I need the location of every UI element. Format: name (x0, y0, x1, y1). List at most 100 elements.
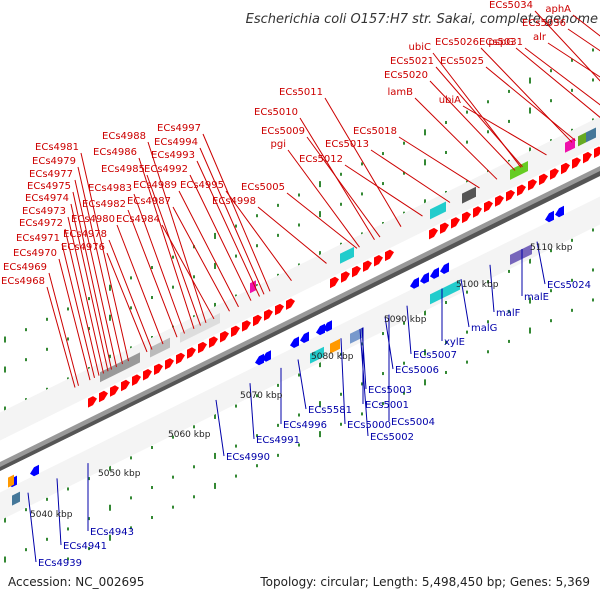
scale-tick (424, 309, 426, 316)
scale-tick (487, 100, 489, 104)
label-connector (172, 206, 230, 312)
scale-tick (445, 300, 447, 304)
scale-tick (235, 294, 237, 298)
label-connector (299, 117, 375, 241)
gene-label-forward: ECs4992 (144, 164, 188, 175)
scale-tick (277, 453, 279, 457)
scale-tick (529, 107, 531, 114)
label-connector (202, 133, 271, 292)
label-connector (297, 359, 307, 410)
scale-tick (214, 452, 216, 459)
gene-label-reverse: malE (524, 292, 549, 303)
scale-tick (340, 392, 342, 396)
accession-text: Accession: NC_002695 (8, 575, 144, 589)
label-connector (61, 243, 95, 379)
cog-gene-box (510, 244, 532, 265)
gene-label-forward: ECs4985 (101, 164, 145, 175)
forward-gene (286, 298, 295, 310)
scale-tick (109, 504, 111, 511)
gene-label-forward: ECs5010 (254, 107, 298, 118)
label-connector (460, 279, 470, 328)
gene-label-forward: ECs4979 (32, 156, 76, 167)
label-connector (67, 216, 104, 374)
gene-label-forward: ECs4974 (25, 193, 69, 204)
scale-tick (361, 382, 363, 386)
reverse-gene (262, 350, 271, 362)
reverse-gene (290, 336, 299, 348)
scale-tick (193, 465, 195, 469)
label-connector (146, 174, 201, 326)
gene-label-forward: pgi (271, 139, 286, 150)
cog-gene-box (462, 186, 476, 204)
reverse-gene (555, 205, 564, 218)
gene-label-forward: ECs4993 (151, 150, 195, 161)
label-connector (480, 47, 573, 143)
label-connector (215, 399, 225, 457)
forward-gene (220, 331, 229, 343)
label-connector (534, 10, 600, 82)
scale-tick (4, 556, 6, 563)
gene-label-forward: ECs4986 (93, 147, 137, 158)
scale-tick (277, 273, 279, 277)
scale-label: 5080 kbp (311, 352, 354, 362)
scale-tick (298, 193, 300, 197)
scale-tick (109, 534, 111, 541)
cog-gene-box (430, 201, 446, 220)
label-connector (324, 97, 402, 227)
label-connector (74, 179, 117, 368)
forward-gene (484, 200, 493, 213)
gene-label-forward: ECs4977 (29, 169, 73, 180)
label-connector (249, 383, 255, 440)
gene-label-forward: ECs4995 (180, 180, 224, 191)
scale-tick (67, 307, 69, 311)
gene-label-forward: ECs5012 (299, 154, 343, 165)
scale-tick (46, 537, 48, 541)
label-connector (27, 492, 37, 563)
scale-tick (571, 128, 573, 132)
scale-tick (172, 435, 174, 439)
scale-tick (403, 171, 405, 175)
scale-tick (550, 289, 552, 293)
scale-tick (529, 257, 531, 264)
genome-title: Escherichia coli O157:H7 str. Sakai, com… (246, 12, 598, 27)
cog-gene-box (340, 246, 354, 264)
forward-gene (385, 249, 394, 262)
gene-label-reverse: ECs4939 (38, 558, 82, 569)
scale-label: 5050 kbp (98, 469, 141, 479)
scale-tick (361, 412, 363, 416)
scale-tick (88, 327, 90, 331)
label-connector (432, 52, 522, 168)
label-connector (287, 149, 360, 248)
cog-gene-box (510, 161, 528, 180)
scale-tick (487, 280, 489, 284)
scale-tick (508, 269, 510, 273)
gene-label-forward: ubiC (409, 42, 431, 53)
scale-tick (172, 505, 174, 509)
label-connector (406, 305, 412, 355)
scale-tick (382, 372, 384, 376)
cog-gene-box (350, 327, 362, 344)
scale-tick (361, 342, 363, 346)
forward-gene (132, 374, 141, 386)
label-connector (306, 136, 381, 238)
cog-gene-box (250, 280, 256, 294)
label-connector (414, 97, 498, 180)
gene-label-reverse: malG (471, 323, 497, 334)
scale-tick (214, 302, 216, 309)
scale-tick (508, 339, 510, 343)
scale-tick (109, 354, 111, 361)
label-connector (70, 203, 109, 372)
scale-tick (424, 349, 426, 356)
gene-label-forward: ECs4982 (82, 199, 126, 210)
label-connector (536, 241, 546, 285)
scale-tick (403, 141, 405, 145)
reverse-gene (255, 353, 264, 366)
reverse-gene (545, 210, 554, 223)
label-connector (106, 252, 148, 353)
scale-tick (130, 456, 132, 460)
scale-tick (130, 526, 132, 530)
gene-label-reverse: ECs4941 (63, 541, 107, 552)
reverse-gene (420, 272, 429, 284)
reverse-gene (316, 323, 325, 336)
gene-label-reverse: ECs5024 (547, 280, 591, 291)
